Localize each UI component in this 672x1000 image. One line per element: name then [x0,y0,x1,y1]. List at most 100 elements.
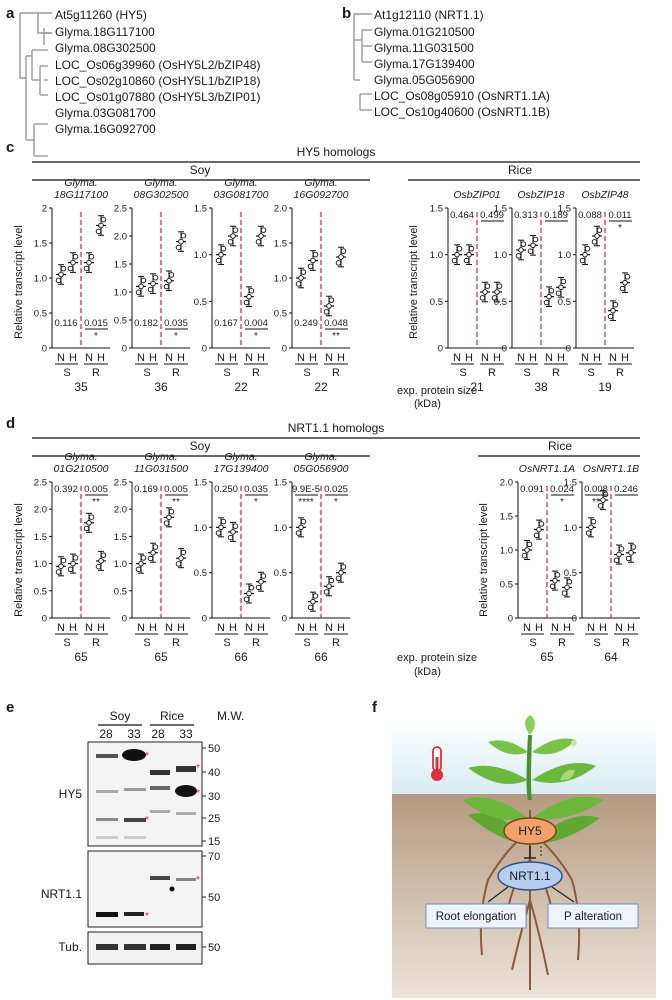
data-point [340,564,347,570]
blot-tub [87,931,203,965]
data-point [548,288,555,294]
model-out1: Root elongation [436,911,517,923]
ylabel-d-soy: Relative transcript level [13,503,25,617]
p-value: 0.313 [514,210,538,221]
significance: ** [172,497,180,508]
data-point [454,251,460,258]
data-point [484,283,491,289]
data-point [607,313,614,320]
y-tick-label: 0 [438,344,443,355]
section-d-soy: Soy [190,439,211,453]
mw-label: 30 [208,791,220,803]
data-point [530,242,536,249]
protein-size: 38 [534,380,548,394]
p-value: 0.249 [294,318,318,329]
protein-size: 64 [604,650,618,664]
p-value: 0.182 [134,318,158,329]
condition-label: H [529,352,537,364]
y-tick-label: 0 [566,344,571,355]
p-value: 0.167 [214,318,238,329]
data-point [310,598,316,605]
data-point [451,257,458,264]
tree-b-leaf: LOC_Os10g40600 (OsNRT1.1B) [374,105,550,119]
y-tick-label: 1.5 [494,204,507,215]
condition-label: H [229,622,237,634]
data-point [323,309,330,315]
data-point [312,593,319,599]
panel-label-c: c [6,139,14,156]
group-label: S [223,367,230,379]
data-point [98,558,104,564]
model-gene2: NRT1.1 [509,869,550,883]
y-tick-label: 1.0 [430,250,443,261]
data-point [546,293,552,300]
y-tick-label: 0 [572,614,577,625]
condition-label: N [325,622,333,634]
data-point [83,525,90,532]
data-point [98,222,104,229]
section-d-rice: Rice [548,439,572,453]
data-point [246,293,252,300]
y-tick-label: 1.5 [564,478,577,489]
svg-text:*: * [145,911,149,922]
condition-label: H [493,352,501,364]
data-point [67,265,74,272]
condition-label: N [609,352,617,364]
group-label: R [172,637,180,649]
p-value: 0.392 [54,484,78,495]
significance: * [254,331,258,342]
condition-label: N [245,352,253,364]
y-tick-label: 0.5 [430,297,443,308]
condition-label: N [523,622,531,634]
y-tick-label: 1.5 [34,532,47,543]
y-tick-label: 0.5 [500,580,513,591]
group-label: R [558,637,566,649]
group-label: R [252,367,260,379]
significance: ** [592,497,600,508]
p-value: 0.008 [584,484,608,495]
panel-label-b: b [342,5,351,22]
data-point [255,239,262,245]
significance: * [94,331,98,342]
condition-label: H [149,352,157,364]
mw-label: 70 [208,851,220,863]
group-label: R [172,367,180,379]
data-point [591,239,598,245]
data-point [520,241,527,247]
data-point [600,497,606,503]
data-point [549,583,556,590]
data-point [215,257,222,264]
y-tick-label: 1.0 [194,523,207,534]
group-label: R [92,637,100,649]
y-tick-label: 1.0 [500,546,513,557]
data-point [298,524,304,531]
tree-a-leaf: At5g11260 (HY5) [55,8,147,22]
condition-label: N [137,622,145,634]
data-point [463,257,470,264]
data-point [86,259,92,266]
condition-label: N [165,622,173,634]
tree-b-leaf: Glyma.05G056900 [374,73,475,87]
data-point [613,557,620,563]
tree-b [353,13,372,111]
data-point [168,508,175,515]
outcome-p-alteration: P alteration [547,903,639,929]
group-label: S [303,637,310,649]
data-point [215,530,222,536]
y-tick-label: 0 [282,344,287,355]
data-point [147,555,154,562]
condition-label: N [85,622,93,634]
blot-nrt-mw: 70 50 [202,851,220,904]
y-tick-label: 0.5 [194,568,207,579]
data-point [100,216,107,223]
y-tick-label: 2.5 [34,478,47,489]
mw-label: 15 [208,836,220,848]
y-tick-label: 0 [42,614,47,625]
condition-label: N [545,352,553,364]
condition-label: N [581,352,589,364]
y-tick-label: 1.0 [564,523,577,534]
panel-label-e: e [6,699,14,716]
